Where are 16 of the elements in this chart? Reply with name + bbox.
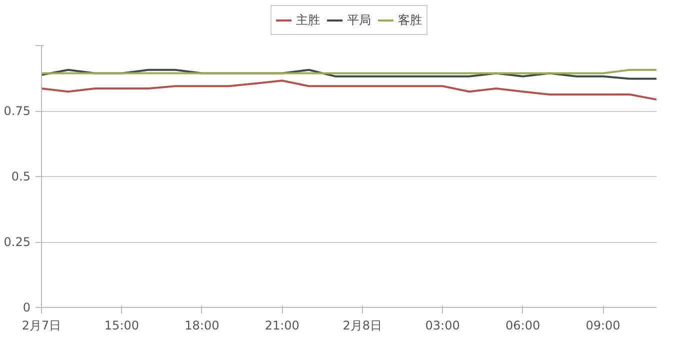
y-tick-label: 0 bbox=[22, 300, 31, 314]
legend-label: 主胜 bbox=[296, 12, 320, 28]
x-tick-label: 06:00 bbox=[506, 318, 540, 332]
x-tick-label: 15:00 bbox=[104, 318, 140, 332]
line-series bbox=[42, 80, 656, 100]
x-tick-label: 2月7日 bbox=[22, 318, 62, 332]
x-tick-label: 09:00 bbox=[586, 318, 620, 332]
x-tick-label: 03:00 bbox=[425, 318, 460, 332]
y-tick-label: 0.25 bbox=[4, 235, 30, 249]
y-tick-label: 0.75 bbox=[4, 104, 30, 118]
x-tick-label: 2月8日 bbox=[342, 318, 382, 332]
legend-label: 客胜 bbox=[398, 12, 422, 28]
x-tick-label: 18:00 bbox=[184, 318, 220, 332]
x-tick-label: 21:00 bbox=[264, 318, 300, 332]
legend-label: 平局 bbox=[347, 12, 371, 28]
y-tick-label: 0.5 bbox=[11, 170, 31, 184]
